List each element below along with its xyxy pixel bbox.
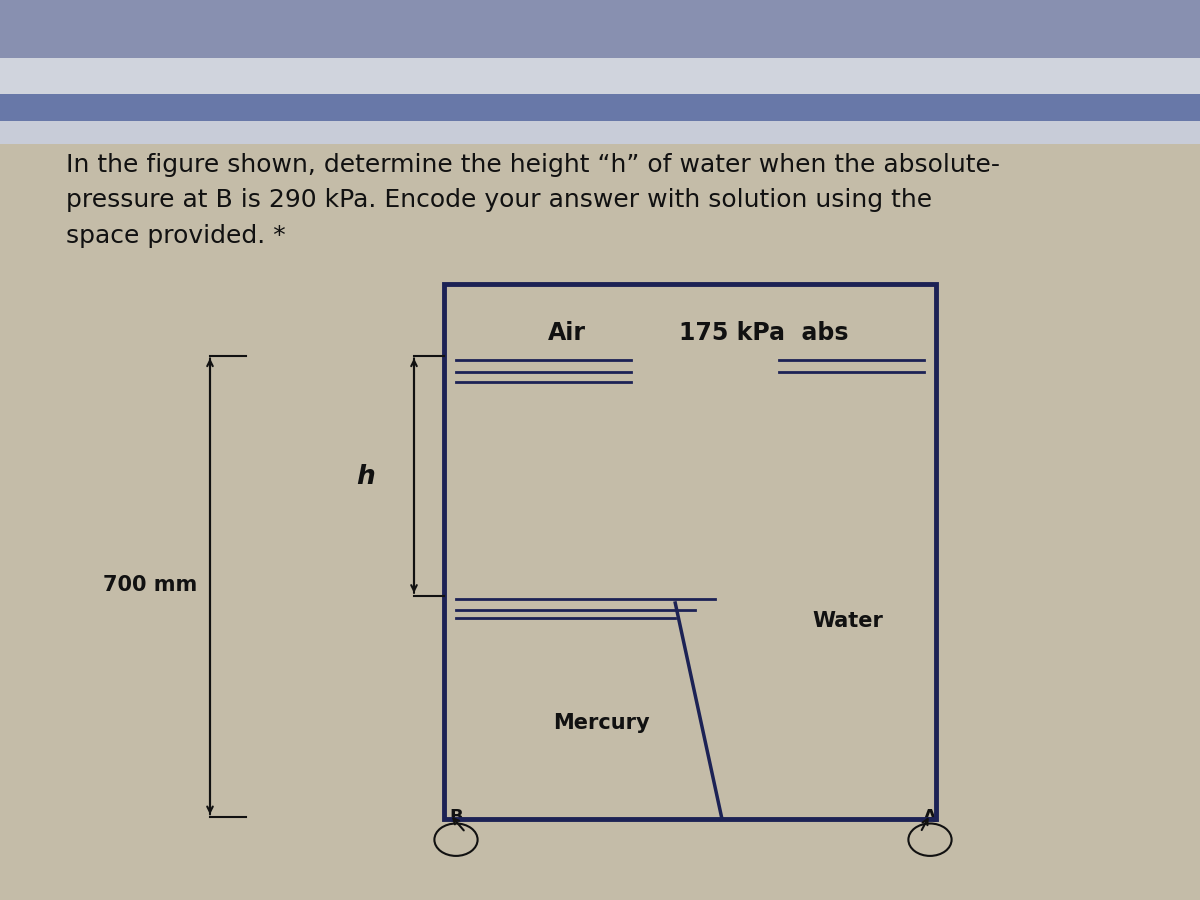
Text: 175 kPa  abs: 175 kPa abs bbox=[679, 321, 848, 345]
Text: Air: Air bbox=[548, 321, 586, 345]
Text: A: A bbox=[923, 808, 937, 826]
Bar bbox=[444, 284, 936, 819]
Text: In the figure shown, determine the height “h” of water when the absolute-
pressu: In the figure shown, determine the heigh… bbox=[66, 153, 1000, 248]
Text: B: B bbox=[449, 808, 463, 826]
Text: Water: Water bbox=[812, 611, 883, 631]
Text: 700 mm: 700 mm bbox=[103, 575, 197, 595]
Text: h: h bbox=[356, 464, 376, 490]
Bar bbox=[0, 0, 1200, 58]
Bar bbox=[0, 58, 1200, 94]
Bar bbox=[0, 94, 1200, 122]
Text: Mercury: Mercury bbox=[553, 713, 649, 733]
Bar bbox=[0, 122, 1200, 144]
